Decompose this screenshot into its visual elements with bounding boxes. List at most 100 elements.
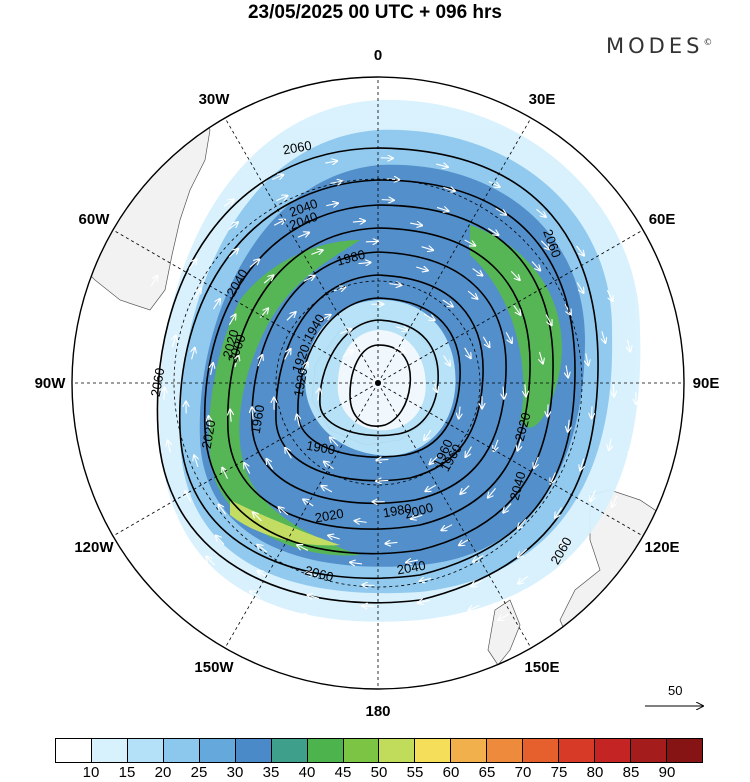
colorbar-swatch <box>666 739 702 762</box>
wind-arrow <box>324 462 334 470</box>
wind-arrow <box>396 327 407 331</box>
wind-arrow <box>188 259 196 270</box>
wind-arrow <box>416 267 427 271</box>
wind-arrow <box>190 571 199 580</box>
wind-arrow <box>355 521 367 523</box>
longitude-label: 0 <box>374 47 382 64</box>
contour-label: 2060 <box>282 138 313 158</box>
colorbar-tick-label: 40 <box>298 764 316 781</box>
colorbar-tick-label: 70 <box>514 764 532 781</box>
wind-arrow <box>142 410 143 422</box>
wind-arrow <box>253 512 262 522</box>
contour-1980 <box>251 251 507 505</box>
wind-arrow <box>505 332 512 343</box>
colorbar-swatch <box>199 739 236 762</box>
wind-arrow <box>630 444 632 457</box>
wind-arrow <box>385 542 398 543</box>
longitude-label: 150E <box>524 659 559 676</box>
contour-2000 <box>227 227 531 530</box>
contour-2060 <box>156 147 599 604</box>
wind-arrow <box>130 324 134 336</box>
colorbar-tick-label: 35 <box>262 764 280 781</box>
contour-label: 2000 <box>403 500 435 522</box>
wind-arrow <box>282 630 294 634</box>
colorbar-tick-label: 55 <box>406 764 424 781</box>
longitude-label: 180 <box>365 703 390 720</box>
colorbar-swatch <box>631 739 667 762</box>
wind-arrow <box>228 222 237 231</box>
wind-arrow <box>421 247 433 250</box>
contour-label: 2040 <box>507 470 529 502</box>
wind-arrow <box>487 228 498 235</box>
colorbar-swatch <box>595 739 631 762</box>
wind-arrow <box>510 270 519 280</box>
contour-1940 <box>297 297 461 458</box>
wind-arrow <box>389 284 401 286</box>
map-title: 23/05/2025 00 UTC + 096 hrs <box>247 2 503 23</box>
wind-arrow <box>263 275 273 284</box>
wind-arrow <box>536 208 545 217</box>
wind-arrow <box>566 365 568 377</box>
wind-arrow <box>301 615 313 619</box>
wind-speed-shading <box>159 99 641 622</box>
wind-arrow <box>303 499 314 507</box>
wind-arrow <box>350 562 363 564</box>
colorbar-ticks: 10 15 20 25 30 35 40 45 50 55 60 65 70 75 80 85 90 <box>55 764 703 782</box>
wind-arrow <box>286 312 296 321</box>
wind-arrow <box>540 351 543 364</box>
contour-label: 2060 <box>303 563 335 585</box>
wind-arrow <box>446 636 458 639</box>
wind-arrow <box>223 199 234 207</box>
wind-arrow <box>133 480 137 492</box>
wind-arrow <box>560 536 568 546</box>
wind-arrow <box>156 528 164 539</box>
contour-label: 1920 <box>291 367 311 398</box>
wind-arrow <box>185 491 192 503</box>
wind-arrow <box>164 388 165 400</box>
wind-arrow <box>252 407 253 420</box>
wind-arrow <box>357 626 369 627</box>
colorbar-swatch <box>415 739 452 762</box>
wind-arrow <box>436 164 448 167</box>
wind-arrow <box>213 299 220 310</box>
meridian-line <box>377 382 644 537</box>
wind-arrow <box>488 488 496 497</box>
wind-arrow <box>564 303 571 315</box>
wind-arrow <box>330 437 339 447</box>
colorbar-tick-label: 20 <box>154 764 172 781</box>
wind-arrow <box>592 406 593 418</box>
wind-arrow <box>443 355 450 366</box>
wind-arrow <box>555 507 562 518</box>
wind-arrow <box>612 495 618 507</box>
wind-arrow <box>627 339 630 352</box>
wind-arrow <box>301 362 307 374</box>
wind-arrow <box>325 161 337 163</box>
wind-arrow <box>394 348 405 352</box>
contour-1920 <box>319 319 439 437</box>
wind-arrow <box>232 605 243 613</box>
wind-arrow <box>172 513 180 524</box>
wind-arrow <box>326 203 338 206</box>
wind-arrow <box>434 380 438 392</box>
wind-arrow <box>576 282 583 293</box>
wind-arrow <box>436 207 448 211</box>
contour-label: 1900 <box>305 438 336 458</box>
pole-marker <box>375 380 381 386</box>
wind-arrow <box>340 329 351 335</box>
wind-arrow <box>311 250 322 254</box>
wind-arrow <box>602 331 606 342</box>
wind-arrow <box>465 446 472 457</box>
meridians <box>72 77 684 689</box>
contour-label: 2020 <box>220 328 242 360</box>
wind-arrow <box>498 613 509 620</box>
wind-arrow <box>168 441 171 453</box>
wind-arrow <box>518 575 528 583</box>
contour-label: 1980 <box>382 501 413 521</box>
contour-2040 <box>179 179 576 580</box>
colorbar-swatch <box>307 739 344 762</box>
wind-arrow <box>420 578 432 581</box>
longitude-label: 60E <box>649 211 676 228</box>
wind-arrow <box>297 545 309 551</box>
wind-arrow <box>418 600 430 603</box>
colorbar-tick-label: 45 <box>334 764 352 781</box>
